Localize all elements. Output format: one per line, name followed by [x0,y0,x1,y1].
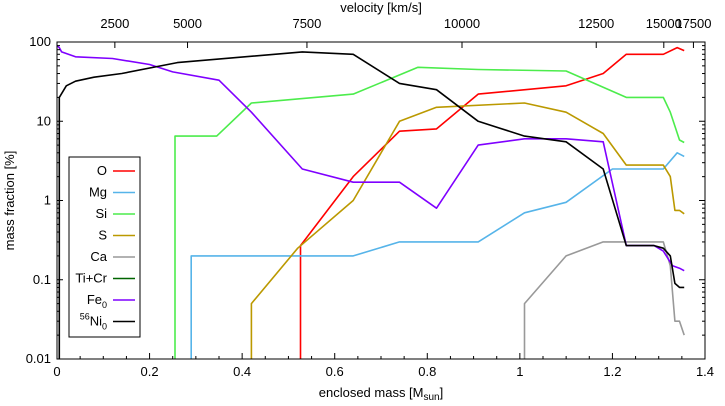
legend-label-fe: Fe0 [87,292,107,310]
series-line-ni [58,51,685,359]
top-tick-label: 2500 [100,16,129,31]
x-axis-title-close: ] [440,385,444,400]
x-axis-title-main: enclosed mass [M [319,385,424,400]
x-axis-title: enclosed mass [Msun] [319,385,444,403]
series-line-mg [190,152,685,359]
x-tick-label: 0.6 [326,364,344,379]
top-tick-label: 17500 [675,16,711,31]
top-tick-label: 10000 [444,16,480,31]
legend-label-ni: 56Ni0 [80,312,107,332]
y-tick-label: 10 [37,113,51,128]
legend: O Mg Si S Ca Ti+Cr Fe0 56Ni0 [68,156,141,338]
legend-box [68,156,141,338]
legend-label-s: S [98,228,107,243]
y-tick-label: 100 [29,34,51,49]
series-line-si [174,66,685,359]
x-tick-label: 0 [53,364,60,379]
series-line-fe [57,44,685,272]
top-tick-label: 15000 [646,16,682,31]
series-layer [57,44,685,359]
legend-label-si: Si [95,206,107,221]
y-tick-label: 0.01 [26,351,51,366]
legend-label-o: O [97,163,107,178]
x-axis-title-sub: sun [424,392,440,403]
x-tick-label: 0.4 [233,364,251,379]
labels-layer: 0 0.2 0.4 0.6 0.8 1 1.2 1.4 0.01 0.1 1 10 100 2500 500… [26,16,714,379]
series-line-o [299,46,685,359]
legend-label-mg: Mg [89,185,107,200]
top-tick-label: 7500 [292,16,321,31]
top-axis-title: velocity [km/s] [340,0,422,15]
series-line-ca [523,241,685,359]
legend-label-ti-cr: Ti+Cr [75,271,107,286]
ticks-layer [56,41,706,360]
legend-label-ca: Ca [90,249,107,264]
y-axis-title: mass fraction [%] [2,151,17,251]
y-tick-label: 0.1 [33,272,51,287]
x-tick-label: 1.4 [696,364,714,379]
x-tick-label: 0.8 [418,364,436,379]
x-tick-label: 1 [516,364,523,379]
series-line-s [250,102,685,359]
top-tick-label: 12500 [578,16,614,31]
top-tick-label: 5000 [173,16,202,31]
y-tick-label: 1 [44,193,51,208]
x-tick-label: 1.2 [603,364,621,379]
x-tick-label: 0.2 [141,364,159,379]
